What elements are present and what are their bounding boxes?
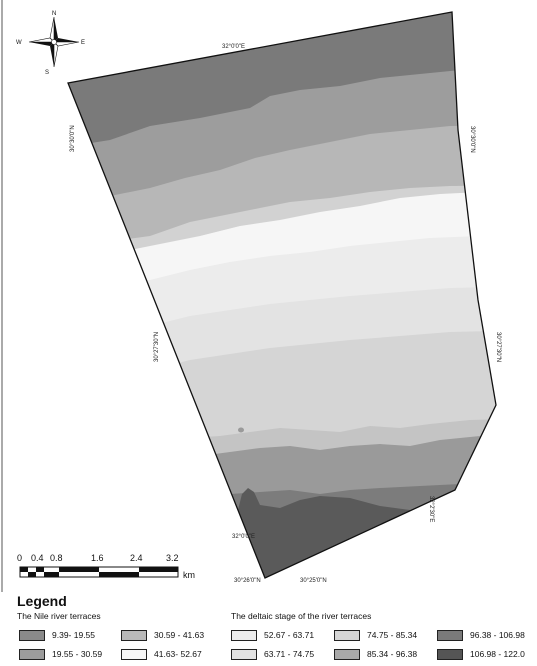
coord-bottom-lon-left: 32°0'0"E [232,534,255,540]
scale-tick-3: 1.6 [91,553,104,563]
legend-swatch-2 [19,649,45,660]
scale-tick-0: 0 [17,553,22,563]
scale-tick-4: 2.4 [130,553,143,563]
legend-label-7: 74.75 - 85.34 [367,630,418,640]
coord-right-lon-bottom: 32°2'30"E [428,496,434,522]
legend-swatch-9 [437,630,463,641]
legend-swatch-8 [334,649,360,660]
scale-tick-1: 0.4 [31,553,44,563]
legend-group-deltaic: The deltaic stage of the river terraces [231,611,372,621]
scale-tick-2: 0.8 [50,553,63,563]
legend-swatch-5 [231,630,257,641]
north-arrow-icon: N S E W [16,11,85,76]
legend-label-8: 85.34 - 96.38 [367,649,418,659]
legend-label-9: 96.38 - 106.98 [470,630,525,640]
compass-w-label: W [16,40,22,46]
coord-left-lat-middle: 30°27'30"N [154,332,160,362]
legend-label-6: 63.71 - 74.75 [264,649,315,659]
scale-tick-5: 3.2 [166,553,179,563]
legend-title: Legend [17,593,67,609]
scale-bar: 0 0.4 0.8 1.6 2.4 3.2 km [17,553,195,580]
legend-swatch-10 [437,649,463,660]
legend-swatch-3 [121,630,147,641]
compass-e-label: E [81,40,85,46]
legend-swatch-1 [19,630,45,641]
legend-label-4: 41.63- 52.67 [154,649,202,659]
compass-n-label: N [52,11,56,17]
legend-group-nile: The Nile river terraces [17,611,101,621]
scale-unit: km [183,570,195,580]
legend-swatch-6 [231,649,257,660]
legend: Legend The Nile river terraces The delta… [14,590,534,666]
coord-bottom-lat-left: 30°26'0"N [234,578,261,584]
legend-swatch-4 [121,649,147,660]
legend-label-1: 9.39- 19.55 [52,630,96,640]
coord-top-lon: 32°0'0"E [222,44,245,50]
legend-label-2: 19.55 - 30.59 [52,649,103,659]
compass-s-label: S [45,70,49,76]
coord-bottom-lat-right: 30°25'0"N [300,578,327,584]
legend-label-10: 106.98 - 122.0 [470,649,525,659]
legend-label-3: 30.59 - 41.63 [154,630,205,640]
coord-right-lat-middle: 30°27'30"N [495,332,501,362]
legend-label-5: 52.67 - 63.71 [264,630,315,640]
study-area-boundary [67,11,497,579]
zone-spot [238,427,244,433]
coord-right-lat-upper: 30°30'0"N [469,126,475,153]
legend-swatch-7 [334,630,360,641]
coord-left-lat-upper: 30°30'0"N [70,125,76,152]
